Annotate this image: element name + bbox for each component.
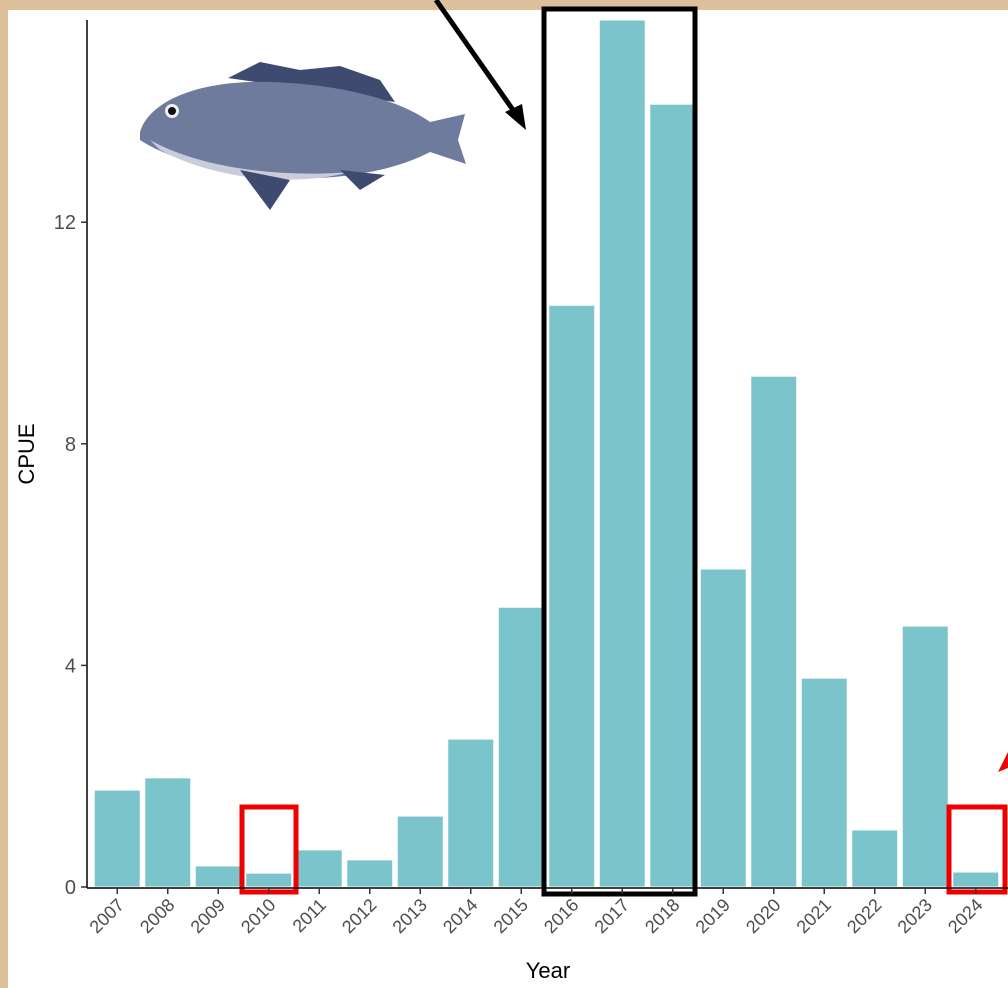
arrow-line — [433, 0, 523, 122]
bar — [800, 677, 848, 888]
arrow-head-red — [998, 752, 1008, 772]
y-tick-label: 12 — [54, 212, 76, 234]
bar — [396, 815, 444, 888]
y-tick-label: 8 — [65, 434, 76, 456]
bar — [447, 738, 495, 888]
marks — [93, 19, 1000, 888]
bar — [901, 625, 949, 888]
bar — [699, 568, 747, 888]
bar — [144, 777, 192, 888]
y-tick-label: 4 — [65, 655, 76, 677]
fish-illustration — [140, 62, 466, 210]
y-tick-label: 0 — [65, 877, 76, 899]
y-axis-title: CPUE — [14, 423, 39, 484]
x-axis-title: Year — [526, 958, 570, 983]
bar — [548, 304, 596, 888]
bar — [346, 859, 394, 888]
arrow-head — [505, 104, 526, 130]
bar — [649, 103, 697, 888]
bar — [497, 606, 545, 888]
bar — [851, 829, 899, 888]
highlight-box-red — [946, 804, 1008, 895]
annotations — [239, 0, 1008, 897]
bar — [952, 871, 1000, 888]
highlight-box — [541, 6, 698, 897]
bar — [93, 789, 141, 888]
bar — [194, 865, 242, 888]
bar — [598, 19, 646, 888]
bar — [750, 375, 798, 888]
bar — [245, 872, 293, 888]
bar — [295, 849, 343, 888]
